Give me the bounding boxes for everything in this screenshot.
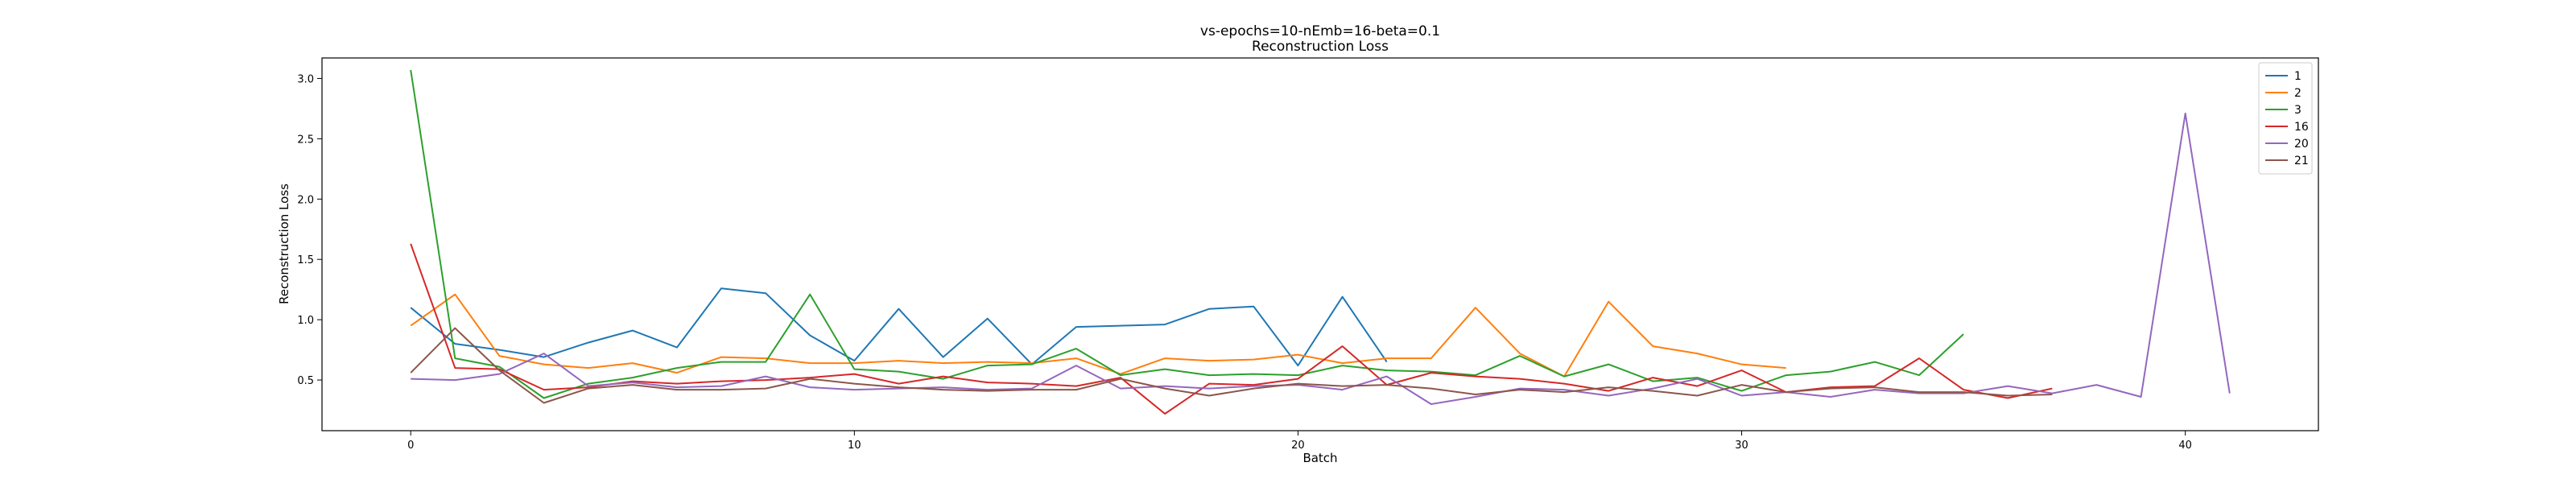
y-tick-label: 2.5 [297, 134, 314, 146]
x-tick-label: 0 [407, 440, 414, 452]
legend-label-21: 21 [2294, 155, 2309, 167]
x-tick-label: 30 [1735, 440, 1748, 452]
chart-subtitle: Reconstruction Loss [1252, 39, 1389, 55]
y-tick-label: 0.5 [297, 375, 314, 387]
ticks-group: 0 10 20 30 40 0.5 1.0 1.5 2.0 2.5 3.0 [297, 73, 2192, 452]
legend-label-1: 1 [2294, 70, 2301, 83]
legend-label-16: 16 [2294, 121, 2309, 134]
chart-title: vs-epochs=10-nEmb=16-beta=0.1 [1200, 23, 1440, 39]
y-tick-label: 1.0 [297, 315, 314, 327]
y-axis-label: Reconstruction Loss [277, 184, 291, 304]
series-line-20 [411, 112, 2231, 405]
x-tick-label: 10 [848, 440, 861, 452]
x-tick-label: 20 [1291, 440, 1305, 452]
series-group [410, 69, 2231, 415]
y-tick-label: 2.0 [297, 194, 314, 206]
legend: 1 2 3 16 20 21 [2258, 62, 2313, 175]
legend-label-2: 2 [2294, 87, 2301, 100]
y-tick-label: 3.0 [297, 73, 314, 85]
series-line-3 [410, 69, 1964, 399]
x-axis-label: Batch [1302, 451, 1337, 465]
legend-label-3: 3 [2294, 104, 2301, 117]
series-line-16 [410, 243, 2053, 415]
series-line-21 [410, 327, 2053, 404]
plot-frame [321, 57, 2319, 431]
legend-label-20: 20 [2294, 138, 2309, 151]
x-tick-label: 40 [2178, 440, 2192, 452]
series-line-1 [410, 287, 1388, 367]
legend-box [2258, 62, 2313, 175]
y-tick-label: 1.5 [297, 254, 314, 266]
